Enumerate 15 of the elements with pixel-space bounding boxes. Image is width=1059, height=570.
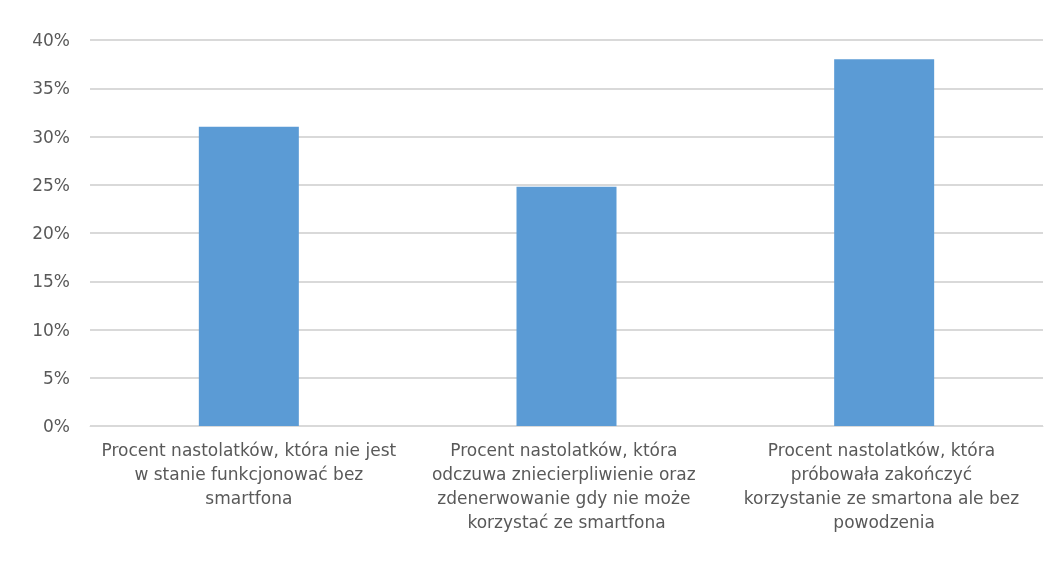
- y-tick-label: 35%: [32, 78, 70, 99]
- y-tick-label: 5%: [43, 367, 70, 388]
- y-tick-label: 15%: [32, 271, 70, 292]
- bar: [198, 126, 299, 426]
- y-tick-label: 10%: [32, 319, 70, 340]
- y-tick-label: 25%: [32, 174, 70, 195]
- x-tick-label: Procent nastolatków, która nie jest w stanie funkcjonować bez smartfona: [101, 440, 397, 508]
- x-tick-label: Procent nastolatków, która odczuwa zniecierpliwienie oraz zdenerwowanie gdy nie może korzystać ze smartfona: [431, 440, 702, 532]
- y-tick-label: 40%: [32, 30, 70, 50]
- bar: [516, 186, 617, 426]
- y-tick-label: 30%: [32, 126, 70, 147]
- y-tick-label: 0%: [43, 416, 70, 436]
- x-tick-label: Procent nastolatków, która próbowała zakończyć korzystanie ze smartona ale bez powodzenia: [743, 440, 1025, 532]
- y-tick-label: 20%: [32, 223, 70, 243]
- bar: [834, 59, 935, 426]
